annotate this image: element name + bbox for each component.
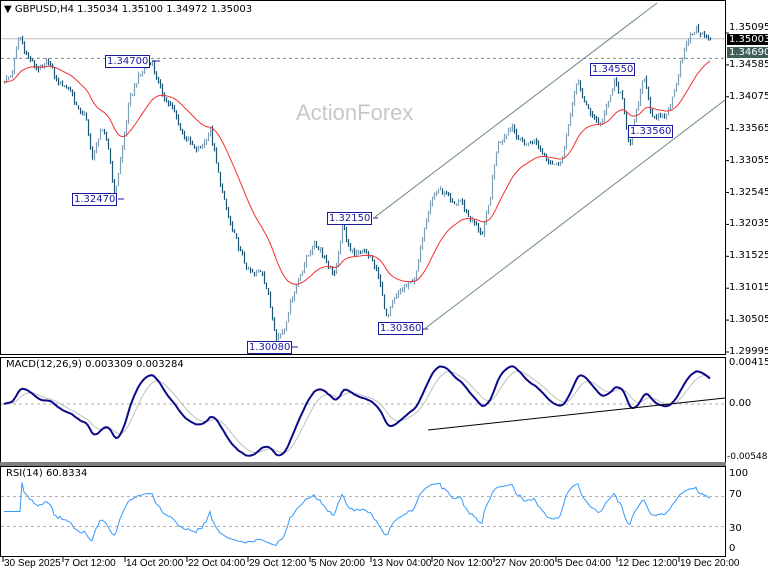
- moving-average-line: [3, 60, 711, 285]
- macd-axis-zero: 0.00: [729, 398, 752, 409]
- time-axis-label: 20 Nov 12:00: [433, 558, 493, 569]
- time-axis-label: 30 Sep 2025: [4, 558, 61, 569]
- price-level-label: 1.30360: [378, 322, 424, 335]
- time-axis-label: 5 Dec 04:00: [557, 558, 611, 569]
- price-axis-label: 1.32545: [729, 186, 768, 198]
- price-axis-label: 1.31525: [729, 250, 768, 262]
- time-axis-label: 5 Nov 20:00: [311, 558, 365, 569]
- price-bars: [3, 23, 712, 341]
- symbol-label: GBPUSD,H4: [14, 4, 74, 15]
- watermark: ActionForex: [296, 100, 414, 125]
- ohlc-values: 1.35034 1.35100 1.34972 1.35003: [77, 4, 253, 15]
- time-axis-label: 14 Oct 20:00: [126, 558, 184, 569]
- time-axis-label: 22 Oct 04:00: [188, 558, 246, 569]
- panel-separator[interactable]: [0, 462, 726, 466]
- rsi-line: [4, 482, 711, 546]
- price-level-label: 1.32470: [72, 193, 118, 206]
- current-price-tag: 1.35003: [727, 34, 768, 45]
- main-panel-border: [0, 0, 726, 355]
- macd-trend-line[interactable]: [427, 397, 726, 431]
- symbol-header: ▼ GBPUSD,H4 1.35034 1.35100 1.34972 1.35…: [4, 4, 252, 15]
- time-axis-label: 13 Nov 04:00: [372, 558, 432, 569]
- price-axis-label: 1.32035: [729, 218, 768, 230]
- price-axis-label: 1.35095: [729, 22, 768, 33]
- macd-axis-max: 0.004159: [729, 357, 768, 368]
- price-axis-label: 1.33565: [729, 122, 768, 134]
- rsi-panel-border: [0, 466, 726, 557]
- rsi-plot: [1, 482, 725, 546]
- rsi-axis-0: 0: [729, 543, 736, 554]
- rsi-axis-100: 100: [729, 468, 749, 479]
- price-level-label: 1.32150: [327, 212, 373, 225]
- rsi-axis-70: 70: [729, 489, 742, 500]
- macd-title: MACD(12,26,9) 0.003309 0.003284: [6, 359, 184, 370]
- price-level-label: 1.34550: [590, 63, 636, 76]
- rsi-axis-30: 30: [729, 523, 742, 534]
- time-axis-label: 19 Dec 20:00: [680, 558, 740, 569]
- time-axis-label: 7 Oct 12:00: [64, 558, 116, 569]
- chart-frame: [0, 0, 726, 557]
- price-axis-label: 1.34075: [729, 90, 768, 102]
- rsi-title: RSI(14) 60.8334: [6, 468, 88, 479]
- time-axis-label: 27 Nov 20:00: [495, 558, 555, 569]
- axis-ticks: [2, 32, 729, 562]
- time-axis-label: 12 Dec 12:00: [618, 558, 678, 569]
- collapse-triangle-icon[interactable]: ▼: [4, 4, 12, 15]
- time-axis-label: 29 Oct 12:00: [249, 558, 307, 569]
- price-axis-label: 1.33055: [729, 154, 768, 166]
- price-axis-label: 1.31015: [729, 282, 768, 294]
- channel-lower-line[interactable]: [422, 99, 726, 331]
- macd-signal-line: [3, 370, 711, 454]
- price-axis-label: 1.29995: [729, 346, 768, 357]
- level-price-tag: 1.34690: [727, 47, 768, 58]
- price-axis-label: 1.30505: [729, 314, 768, 326]
- price-level-label: 1.34700: [105, 55, 151, 68]
- price-level-label: 1.33560: [628, 125, 674, 138]
- macd-plot: [1, 365, 726, 457]
- macd-axis-min: -0.005485: [727, 452, 768, 462]
- macd-main-line: [3, 365, 711, 457]
- price-axis-label: 1.34585: [729, 58, 768, 70]
- price-level-label: 1.30080: [247, 341, 293, 354]
- channel-upper-line[interactable]: [374, 2, 658, 218]
